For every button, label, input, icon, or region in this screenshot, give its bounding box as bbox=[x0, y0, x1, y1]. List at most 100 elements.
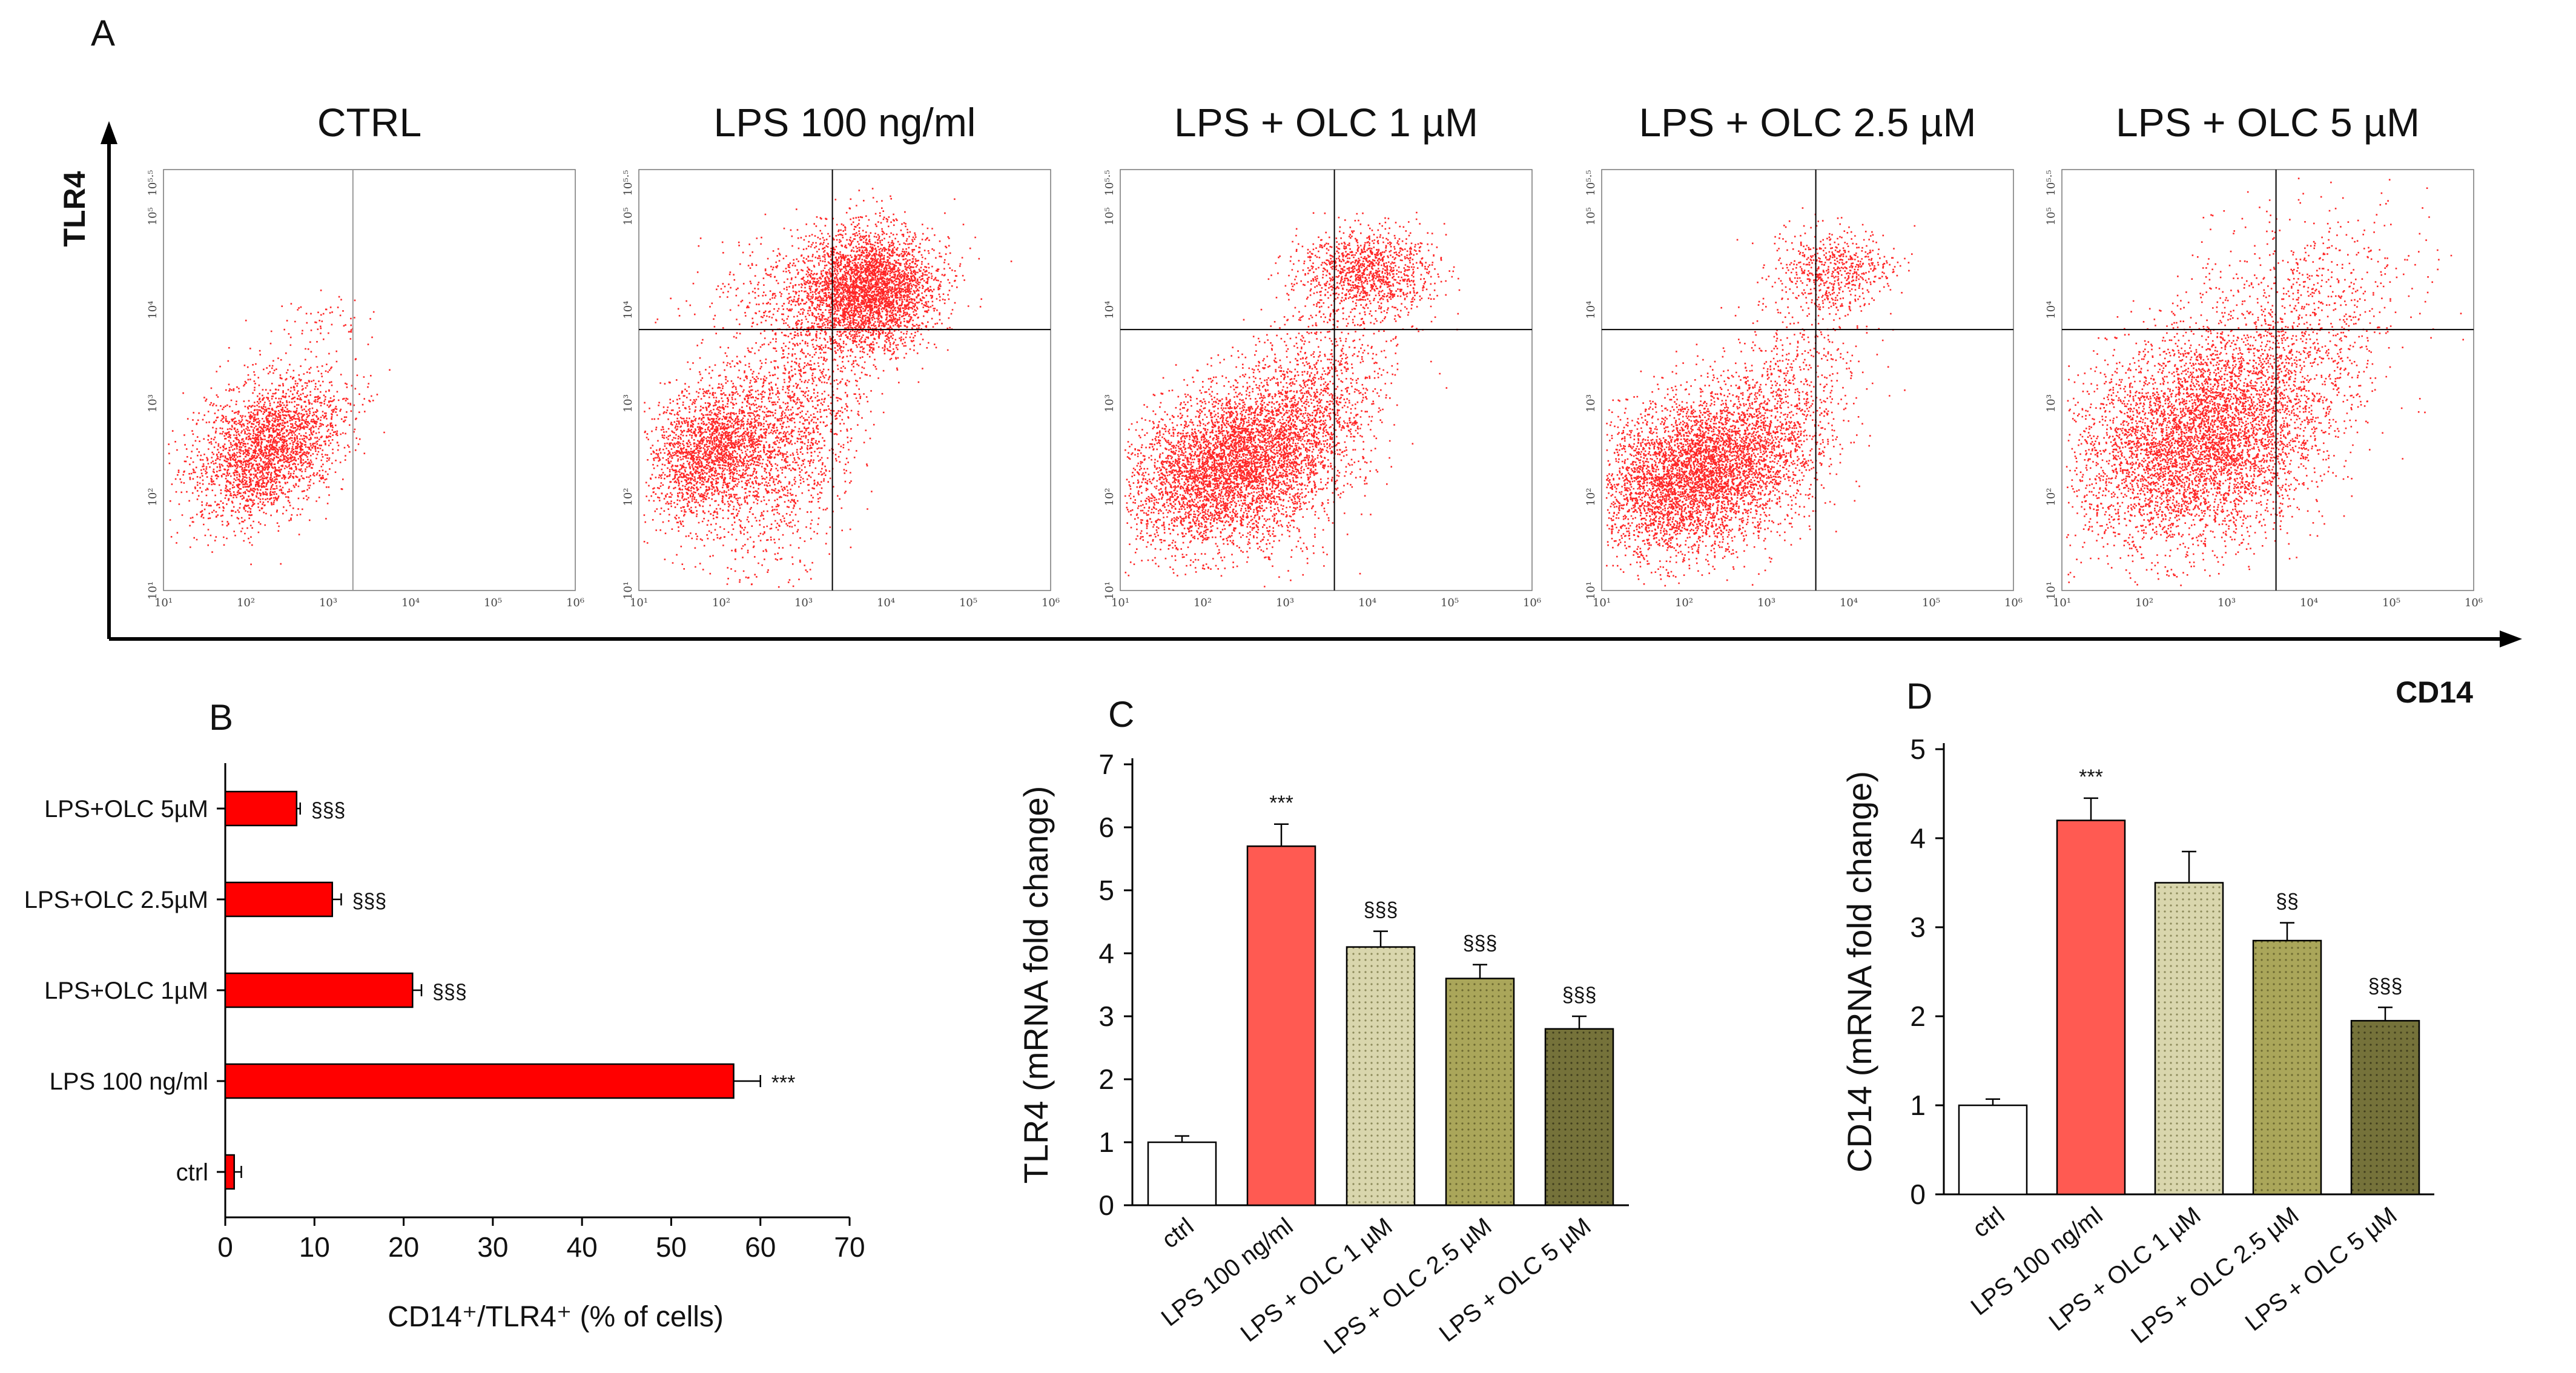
bar bbox=[1544, 1028, 1614, 1206]
flow-y-tick: 10² bbox=[1103, 488, 1116, 506]
flow-x-tick: 10⁵ bbox=[484, 597, 502, 609]
flow-y-tick-top: 10⁵·⁵ bbox=[1103, 170, 1116, 196]
significance-label: §§§ bbox=[432, 981, 467, 1004]
category-label: ctrl bbox=[176, 1159, 208, 1186]
bar bbox=[1958, 1104, 2028, 1196]
flow-x-tick: 10⁵ bbox=[1922, 597, 1940, 609]
significance-label: §§§ bbox=[311, 799, 346, 822]
y-tick-label: 5 bbox=[1098, 875, 1114, 906]
flow-x-tick: 10⁴ bbox=[401, 597, 420, 609]
flow-x-tick: 10⁵ bbox=[1441, 597, 1459, 609]
y-tick-label: 2 bbox=[1910, 1001, 1926, 1032]
panel-letter: C bbox=[1108, 694, 1134, 735]
bar bbox=[1246, 845, 1316, 1206]
flow-y-tick: 10⁴ bbox=[2045, 301, 2058, 319]
bar bbox=[1346, 946, 1416, 1206]
flow-x-tick: 10³ bbox=[2218, 597, 2236, 609]
flow-x-tick: 10² bbox=[2135, 597, 2153, 609]
flow-x-tick: 10³ bbox=[1757, 597, 1775, 609]
y-tick-label: 6 bbox=[1098, 812, 1114, 843]
bar bbox=[224, 881, 333, 918]
flow-x-tick: 10⁵ bbox=[2382, 597, 2400, 609]
category-label: LPS + OLC 2.5 µM bbox=[2126, 1202, 2304, 1349]
y-tick-label: 3 bbox=[1910, 911, 1926, 943]
flow-y-tick: 10² bbox=[622, 488, 635, 506]
flow-frame bbox=[638, 169, 1051, 591]
x-tick-label: 60 bbox=[745, 1231, 776, 1263]
x-tick-label: 0 bbox=[217, 1231, 233, 1263]
y-tick-label: 3 bbox=[1098, 1001, 1114, 1032]
panel-a-y-label: TLR4 bbox=[58, 171, 91, 246]
flow-x-tick: 10⁴ bbox=[877, 597, 895, 609]
flow-x-tick: 10² bbox=[237, 597, 255, 609]
panel-a-x-arrow bbox=[2500, 630, 2522, 647]
x-tick-label: 50 bbox=[656, 1231, 687, 1263]
flow-y-tick-top: 10⁵·⁵ bbox=[2045, 170, 2058, 196]
flow-y-tick: 10³ bbox=[147, 394, 159, 412]
significance-label: §§§ bbox=[352, 890, 386, 913]
flow-frame bbox=[163, 169, 576, 591]
significance-label: §§§ bbox=[1562, 984, 1597, 1007]
flow-x-tick: 10² bbox=[1675, 597, 1693, 609]
x-tick-label: 20 bbox=[388, 1231, 419, 1263]
flow-y-tick: 10⁵ bbox=[622, 207, 635, 225]
bar bbox=[2154, 882, 2224, 1196]
category-label: ctrl bbox=[1157, 1213, 1198, 1254]
panel-letter: D bbox=[1906, 676, 1932, 716]
significance-label: §§§ bbox=[2368, 974, 2403, 997]
flow-y-tick: 10¹ bbox=[1103, 581, 1116, 600]
flow-y-tick: 10¹ bbox=[622, 581, 635, 600]
flow-title: LPS 100 ng/ml bbox=[714, 100, 976, 145]
bar bbox=[224, 972, 414, 1008]
y-tick-label: 2 bbox=[1098, 1064, 1114, 1095]
x-tick-label: 70 bbox=[834, 1231, 865, 1263]
significance-label: §§§ bbox=[1463, 932, 1498, 955]
flow-y-tick: 10⁴ bbox=[622, 301, 635, 319]
flow-y-tick: 10³ bbox=[622, 394, 635, 412]
category-label: LPS 100 ng/ml bbox=[50, 1068, 208, 1095]
flow-dots bbox=[1125, 211, 1461, 587]
flow-x-tick: 10² bbox=[1194, 597, 1212, 609]
category-label: LPS+OLC 2.5µM bbox=[24, 887, 208, 913]
flow-dots bbox=[1605, 207, 1916, 587]
flow-y-tick: 10² bbox=[1585, 488, 1597, 506]
flow-title: CTRL bbox=[317, 100, 421, 145]
panel-a-y-arrow bbox=[101, 121, 117, 144]
x-tick-label: 30 bbox=[477, 1231, 508, 1263]
significance-label: *** bbox=[771, 1071, 796, 1094]
flow-x-tick: 10¹ bbox=[1111, 597, 1129, 609]
flow-dots bbox=[643, 188, 1012, 588]
y-tick-label: 1 bbox=[1910, 1090, 1926, 1121]
flow-plot-olc1: LPS + OLC 1 µM 10¹ 10² 10³ 10⁴ 10⁵ 10⁶ 10¹ 10² 1… bbox=[1103, 100, 1541, 609]
panel-d-chart: D 0 1 2 3 4 5 CD14 (mRNA fold change) ctrl *** LPS… bbox=[1840, 676, 2434, 1349]
flow-y-tick: 10¹ bbox=[2045, 581, 2058, 600]
flow-plots: CTRL 10¹ 10² 10³ 10⁴ 10⁵ 10⁶ 10¹ 10² 10³ 10⁴ 10⁵ 10… bbox=[147, 100, 2483, 609]
flow-x-tick: 10⁴ bbox=[1358, 597, 1376, 609]
category-label: LPS + OLC 2.5 µM bbox=[1319, 1213, 1496, 1360]
significance-label: *** bbox=[1269, 792, 1293, 815]
y-tick-label: 0 bbox=[1910, 1179, 1926, 1210]
flow-x-tick: 10¹ bbox=[2053, 597, 2071, 609]
flow-y-tick: 10³ bbox=[2045, 394, 2058, 412]
bar bbox=[224, 1154, 235, 1190]
bar bbox=[224, 790, 298, 827]
panel-c-chart: C 0 1 2 3 4 5 6 7 TLR4 (mRNA fold change) ctrl *** L… bbox=[1017, 694, 1629, 1360]
panel-a-letter: A bbox=[91, 13, 115, 53]
y-tick-label: 7 bbox=[1098, 749, 1114, 780]
flow-y-tick: 10⁵ bbox=[147, 207, 159, 225]
bar bbox=[2252, 939, 2322, 1196]
flow-x-tick: 10² bbox=[712, 597, 730, 609]
flow-y-tick-top: 10⁵·⁵ bbox=[1585, 170, 1597, 196]
flow-x-tick: 10⁶ bbox=[566, 597, 584, 609]
flow-y-tick: 10⁴ bbox=[1585, 301, 1597, 319]
flow-y-tick: 10⁴ bbox=[147, 301, 159, 319]
y-tick-label: 4 bbox=[1910, 822, 1926, 854]
flow-x-tick: 10⁴ bbox=[1840, 597, 1858, 609]
flow-frame bbox=[2061, 169, 2474, 591]
flow-y-tick: 10¹ bbox=[1585, 581, 1597, 600]
y-axis-label: TLR4 (mRNA fold change) bbox=[1017, 786, 1055, 1184]
y-tick-label: 0 bbox=[1098, 1189, 1114, 1221]
flow-x-tick: 10³ bbox=[794, 597, 813, 609]
x-tick-label: 40 bbox=[567, 1231, 598, 1263]
